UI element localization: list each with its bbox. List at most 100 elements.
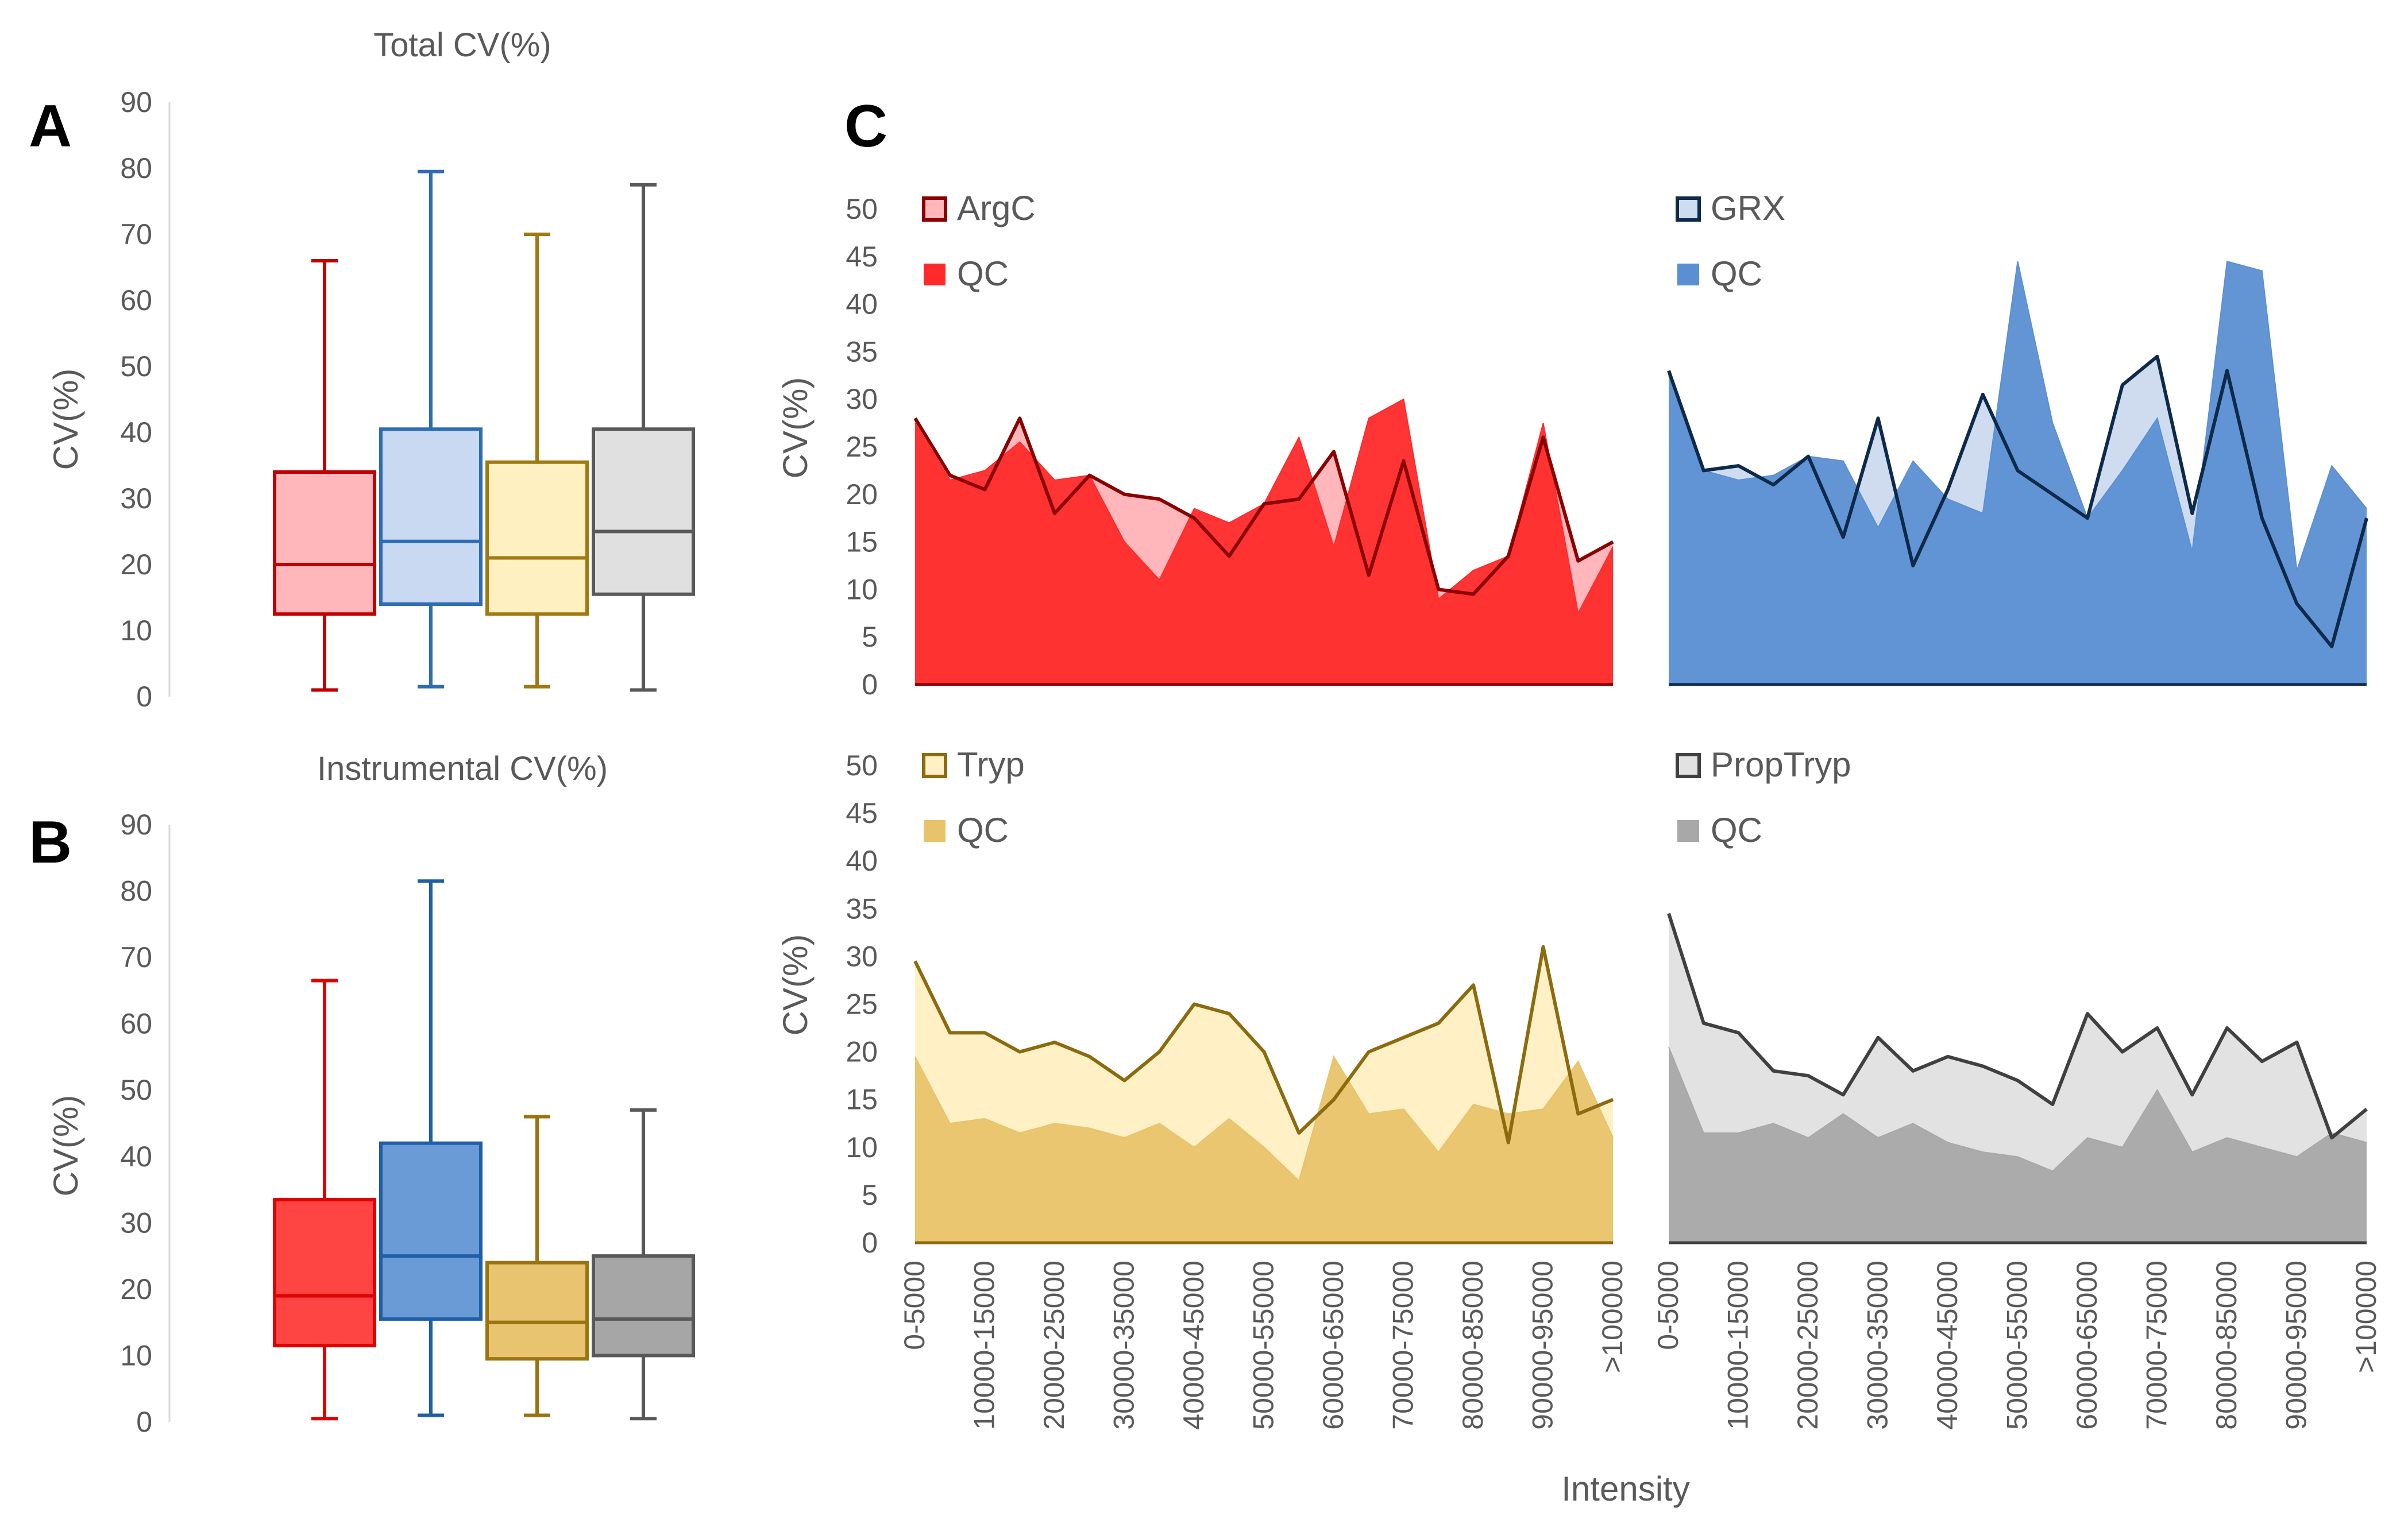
chart-c-proptryp-xtick-label: 30000-35000 [1862, 1261, 1894, 1430]
chart-c-grx-series-line [1667, 354, 2368, 648]
chart-c-proptryp-xtick-label: 90000-95000 [2280, 1261, 2313, 1430]
chart-c-proptryp-series-line [1667, 913, 2368, 1140]
chart-c-proptryp-xtick-label: 60000-65000 [2071, 1261, 2103, 1430]
chart-b-ytick-label: 90 [120, 809, 152, 841]
chart-c-grx-legend-label-qc: QC [1711, 254, 1762, 293]
chart-c-argc-legend-label-qc: QC [957, 254, 1009, 293]
chart-c-ytick-label: 50 [846, 749, 878, 782]
chart-b-ytick-label: 60 [120, 1008, 152, 1040]
chart-c-proptryp-legend-swatch-qc [1677, 820, 1699, 842]
chart-a-ytick-label: 70 [120, 218, 152, 250]
chart-c-tryp-xtick-label: 10000-15000 [968, 1261, 1001, 1430]
chart-b-ytick-label: 40 [120, 1141, 152, 1173]
chart-c-argc-legend-label-series: ArgC [957, 189, 1036, 227]
chart-c-ytick-label: 20 [846, 1036, 878, 1068]
chart-a-ytick-label: 10 [120, 614, 152, 647]
panel-label-a: A [29, 93, 72, 160]
chart-c-tryp-qc-edge [914, 1055, 1614, 1182]
chart-c-ytick-label: 45 [846, 797, 878, 829]
chart-c-tryp-xtick-label: 20000-25000 [1038, 1261, 1070, 1430]
chart-c-tryp-legend-swatch-qc [924, 820, 946, 842]
chart-a-box [592, 427, 695, 596]
chart-c-ytick-label: 5 [862, 1179, 878, 1211]
chart-c-ytick-label: 10 [846, 573, 878, 605]
chart-b-box [485, 1261, 589, 1361]
chart-a-total-cv: Total CV(%) CV(%) 0 10 20 30 40 50 60 70 80 90 [47, 26, 695, 713]
chart-c-argc-qc-area [915, 399, 1613, 685]
chart-c-grx-legend-swatch-series [1676, 196, 1701, 222]
chart-c-proptryp-xtick-label: 40000-45000 [1931, 1261, 1963, 1430]
chart-c-ytick-label: 0 [862, 1227, 878, 1259]
chart-c-ytick-label: 50 [846, 193, 878, 225]
chart-c-argc-series-line [913, 416, 1614, 596]
chart-c-proptryp-qc-area [1669, 1047, 2367, 1243]
chart-c-ytick-label: 30 [846, 940, 878, 972]
chart-c-ytick-label: 15 [846, 1084, 878, 1116]
chart-c-ylabel-bottom: CV(%) [776, 934, 815, 1036]
chart-c-grx-legend-label-series: GRX [1711, 189, 1785, 227]
chart-c-tryp-xtick-label: 90000-95000 [1527, 1261, 1559, 1430]
chart-b-instrumental-cv: Instrumental CV(%) CV(%) 0 10 20 30 40 50 60 70… [47, 750, 695, 1438]
chart-c-ytick-label: 45 [846, 241, 878, 273]
chart-c-argc-legend-swatch-series [922, 196, 947, 222]
chart-c-tryp-legend-label-qc: QC [957, 811, 1009, 849]
chart-c-tryp-xtick-label: 40000-45000 [1178, 1261, 1210, 1430]
chart-a-box [273, 470, 376, 616]
chart-c-tryp-xtick-label: 70000-75000 [1387, 1261, 1419, 1430]
chart-a-ytick-label: 20 [120, 548, 152, 581]
chart-b-box [273, 1197, 376, 1348]
chart-c-proptryp-xtick-label: 10000-15000 [1722, 1261, 1754, 1430]
chart-c-ytick-label: 10 [846, 1131, 878, 1163]
chart-b-box [592, 1254, 695, 1358]
chart-c-ytick-label: 0 [862, 668, 878, 701]
chart-c-ytick-label: 5 [862, 621, 878, 653]
chart-c-ytick-label: 25 [846, 988, 878, 1020]
chart-b-ytick-label: 80 [120, 875, 152, 907]
chart-c-tryp-xtick-label: >100000 [1596, 1261, 1629, 1373]
chart-c-proptryp-xtick-label: 80000-85000 [2210, 1261, 2243, 1430]
chart-a-ylabel: CV(%) [47, 369, 85, 470]
chart-c-ytick-label: 35 [846, 892, 878, 925]
chart-c-ytick-label: 30 [846, 383, 878, 415]
chart-a-ytick-label: 0 [136, 681, 152, 713]
chart-a-ytick-label: 90 [120, 86, 152, 118]
chart-a-ytick-label: 40 [120, 416, 152, 449]
chart-c-proptryp-xtick-label: >100000 [2350, 1261, 2382, 1373]
chart-c-tryp-xtick-label: 60000-65000 [1317, 1261, 1349, 1430]
chart-c-grx-qc-edge [1668, 260, 2367, 571]
chart-c-xlabel: Intensity [1561, 1470, 1689, 1508]
chart-a-ytick-label: 80 [120, 152, 152, 184]
chart-a-ytick-label: 60 [120, 284, 152, 316]
chart-b-ytick-label: 50 [120, 1074, 152, 1106]
chart-c-cv-by-intensity: CV(%) CV(%) Intensity 0 5 10 15 20 25 30 35 40 45… [776, 189, 2382, 1508]
chart-c-ytick-label: 25 [846, 431, 878, 463]
chart-b-ytick-label: 30 [120, 1207, 152, 1239]
chart-c-tryp-legend-label-series: Tryp [957, 745, 1025, 784]
chart-a-ytick-label: 50 [120, 350, 152, 382]
chart-c-ytick-label: 40 [846, 288, 878, 320]
chart-c-tryp-xtick-label: 0-5000 [898, 1261, 931, 1350]
chart-c-grx-qc-area [1669, 261, 2367, 685]
chart-c-argc-legend-swatch-qc [924, 264, 946, 285]
chart-c-ylabel-top: CV(%) [776, 377, 815, 479]
chart-c-proptryp-xtick-label: 20000-25000 [1792, 1261, 1824, 1430]
chart-c-tryp-qc-area [915, 1056, 1613, 1243]
chart-b-ytick-label: 20 [120, 1273, 152, 1305]
chart-b-box [379, 1141, 483, 1321]
chart-b-title: Instrumental CV(%) [317, 750, 608, 787]
chart-c-grx-legend-swatch-qc [1677, 264, 1699, 285]
chart-c-tryp-xtick-label: 80000-85000 [1457, 1261, 1489, 1430]
chart-c-tryp-legend-swatch-series [922, 753, 947, 778]
chart-b-ytick-label: 0 [136, 1406, 152, 1438]
chart-c-proptryp-legend-label-qc: QC [1711, 811, 1762, 849]
chart-b-ytick-label: 10 [120, 1339, 152, 1371]
chart-a-box [485, 460, 589, 616]
chart-b-ytick-label: 70 [120, 941, 152, 973]
chart-c-ytick-label: 35 [846, 335, 878, 368]
chart-c-ytick-label: 15 [846, 526, 878, 558]
chart-a-title: Total CV(%) [373, 26, 551, 64]
chart-b-ylabel: CV(%) [47, 1095, 85, 1197]
chart-c-proptryp-legend-swatch-series [1676, 753, 1701, 778]
chart-c-tryp-xtick-label: 50000-55000 [1248, 1261, 1280, 1430]
